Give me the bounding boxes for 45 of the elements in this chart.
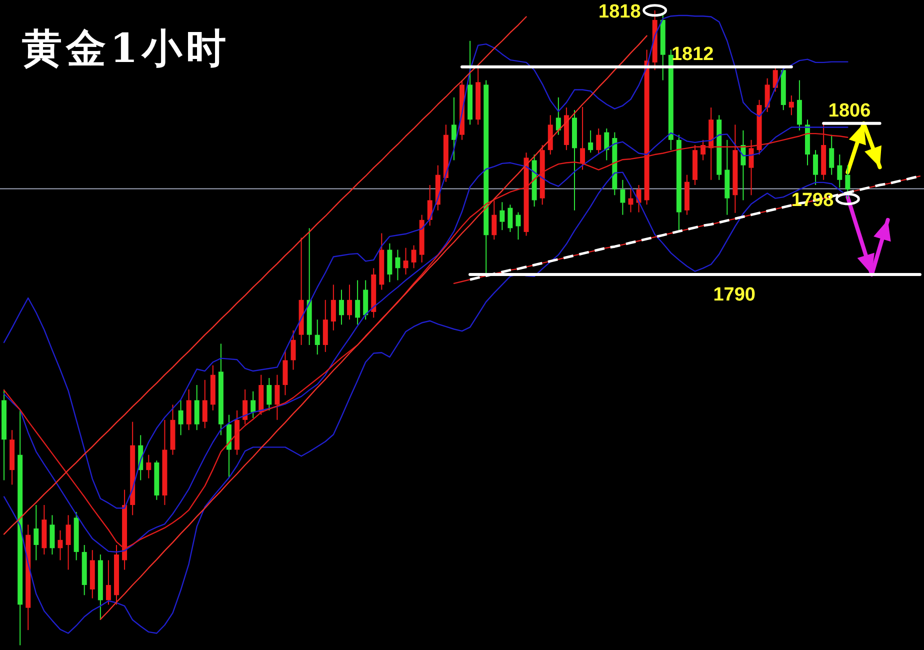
candlestick	[620, 179, 626, 216]
candlestick	[66, 514, 71, 570]
candlestick	[845, 164, 850, 200]
candlestick	[395, 249, 400, 281]
candlestick	[146, 454, 152, 479]
candlestick	[355, 280, 360, 326]
candlestick	[596, 128, 602, 156]
chart-title: 黄金1小时	[22, 25, 230, 72]
candlestick	[34, 504, 39, 561]
candlestick	[628, 188, 634, 213]
candlestick	[178, 400, 184, 436]
candlestick	[50, 514, 55, 556]
candlestick	[347, 284, 352, 320]
candlestick	[772, 66, 778, 92]
candlestick	[829, 134, 834, 176]
candlestick	[106, 560, 111, 606]
candlestick	[338, 289, 344, 326]
candlestick	[492, 200, 497, 240]
candlestick	[274, 374, 280, 420]
candlestick	[788, 94, 794, 116]
candlestick	[580, 106, 586, 170]
series-label: 1790	[713, 284, 756, 306]
candlestick	[202, 379, 208, 429]
candlestick	[451, 96, 456, 161]
series-label: 1806	[828, 100, 871, 122]
candlestick	[330, 284, 336, 331]
candlestick	[250, 390, 256, 419]
candlestick	[508, 204, 513, 232]
candlestick	[604, 128, 610, 161]
candlestick	[411, 244, 416, 269]
candlestick	[242, 388, 248, 425]
candlestick	[813, 150, 818, 186]
candlestick	[290, 330, 296, 370]
series-label: 1812	[671, 44, 714, 65]
candlestick	[500, 202, 505, 231]
annotation: 1818	[598, 1, 641, 22]
candlestick	[314, 319, 320, 356]
candlestick	[266, 378, 272, 411]
candlestick	[516, 212, 521, 240]
candlestick	[588, 130, 594, 154]
candlestick	[58, 530, 63, 561]
candlestick	[837, 154, 842, 188]
candlestick	[427, 184, 432, 226]
candlestick	[764, 78, 770, 112]
candlestick	[556, 96, 561, 136]
